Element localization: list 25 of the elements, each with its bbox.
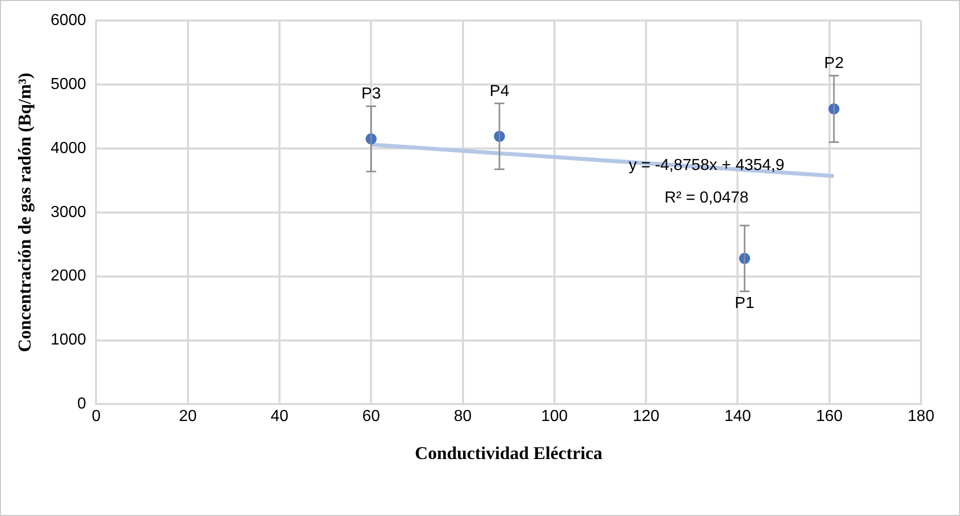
annotation: y = -4,8758x + 4354,9: [628, 157, 784, 174]
x-tick-label: 180: [908, 408, 934, 426]
x-tick-label: 0: [92, 408, 101, 426]
y-tick-label: 1000: [50, 332, 86, 349]
annotation: P4: [490, 82, 510, 100]
y-tick-label: 4000: [50, 140, 86, 157]
annotation: P2: [824, 54, 844, 72]
x-axis-title: Conductividad Eléctrica: [414, 442, 602, 463]
annotation: P1: [734, 294, 754, 312]
x-tick-label: 140: [724, 408, 752, 426]
annotation: R² = 0,0478: [664, 190, 749, 207]
y-tick-label: 0: [77, 396, 86, 413]
x-tick-label: 100: [541, 408, 568, 426]
x-tick-label: 120: [632, 408, 660, 426]
y-tick-label: 3000: [50, 204, 86, 221]
x-tick-label: 80: [454, 408, 472, 426]
annotation: P3: [361, 86, 382, 103]
y-axis-title: Concentración de gas radón (Bq/m³): [14, 72, 34, 352]
y-tick-label: 6000: [50, 12, 86, 30]
x-tick-label: 60: [362, 408, 380, 426]
y-tick-label: 2000: [50, 268, 86, 285]
x-tick-label: 160: [816, 408, 843, 426]
y-tick-label: 5000: [50, 76, 86, 93]
x-tick-label: 40: [270, 408, 288, 426]
x-tick-label: 20: [178, 408, 197, 426]
